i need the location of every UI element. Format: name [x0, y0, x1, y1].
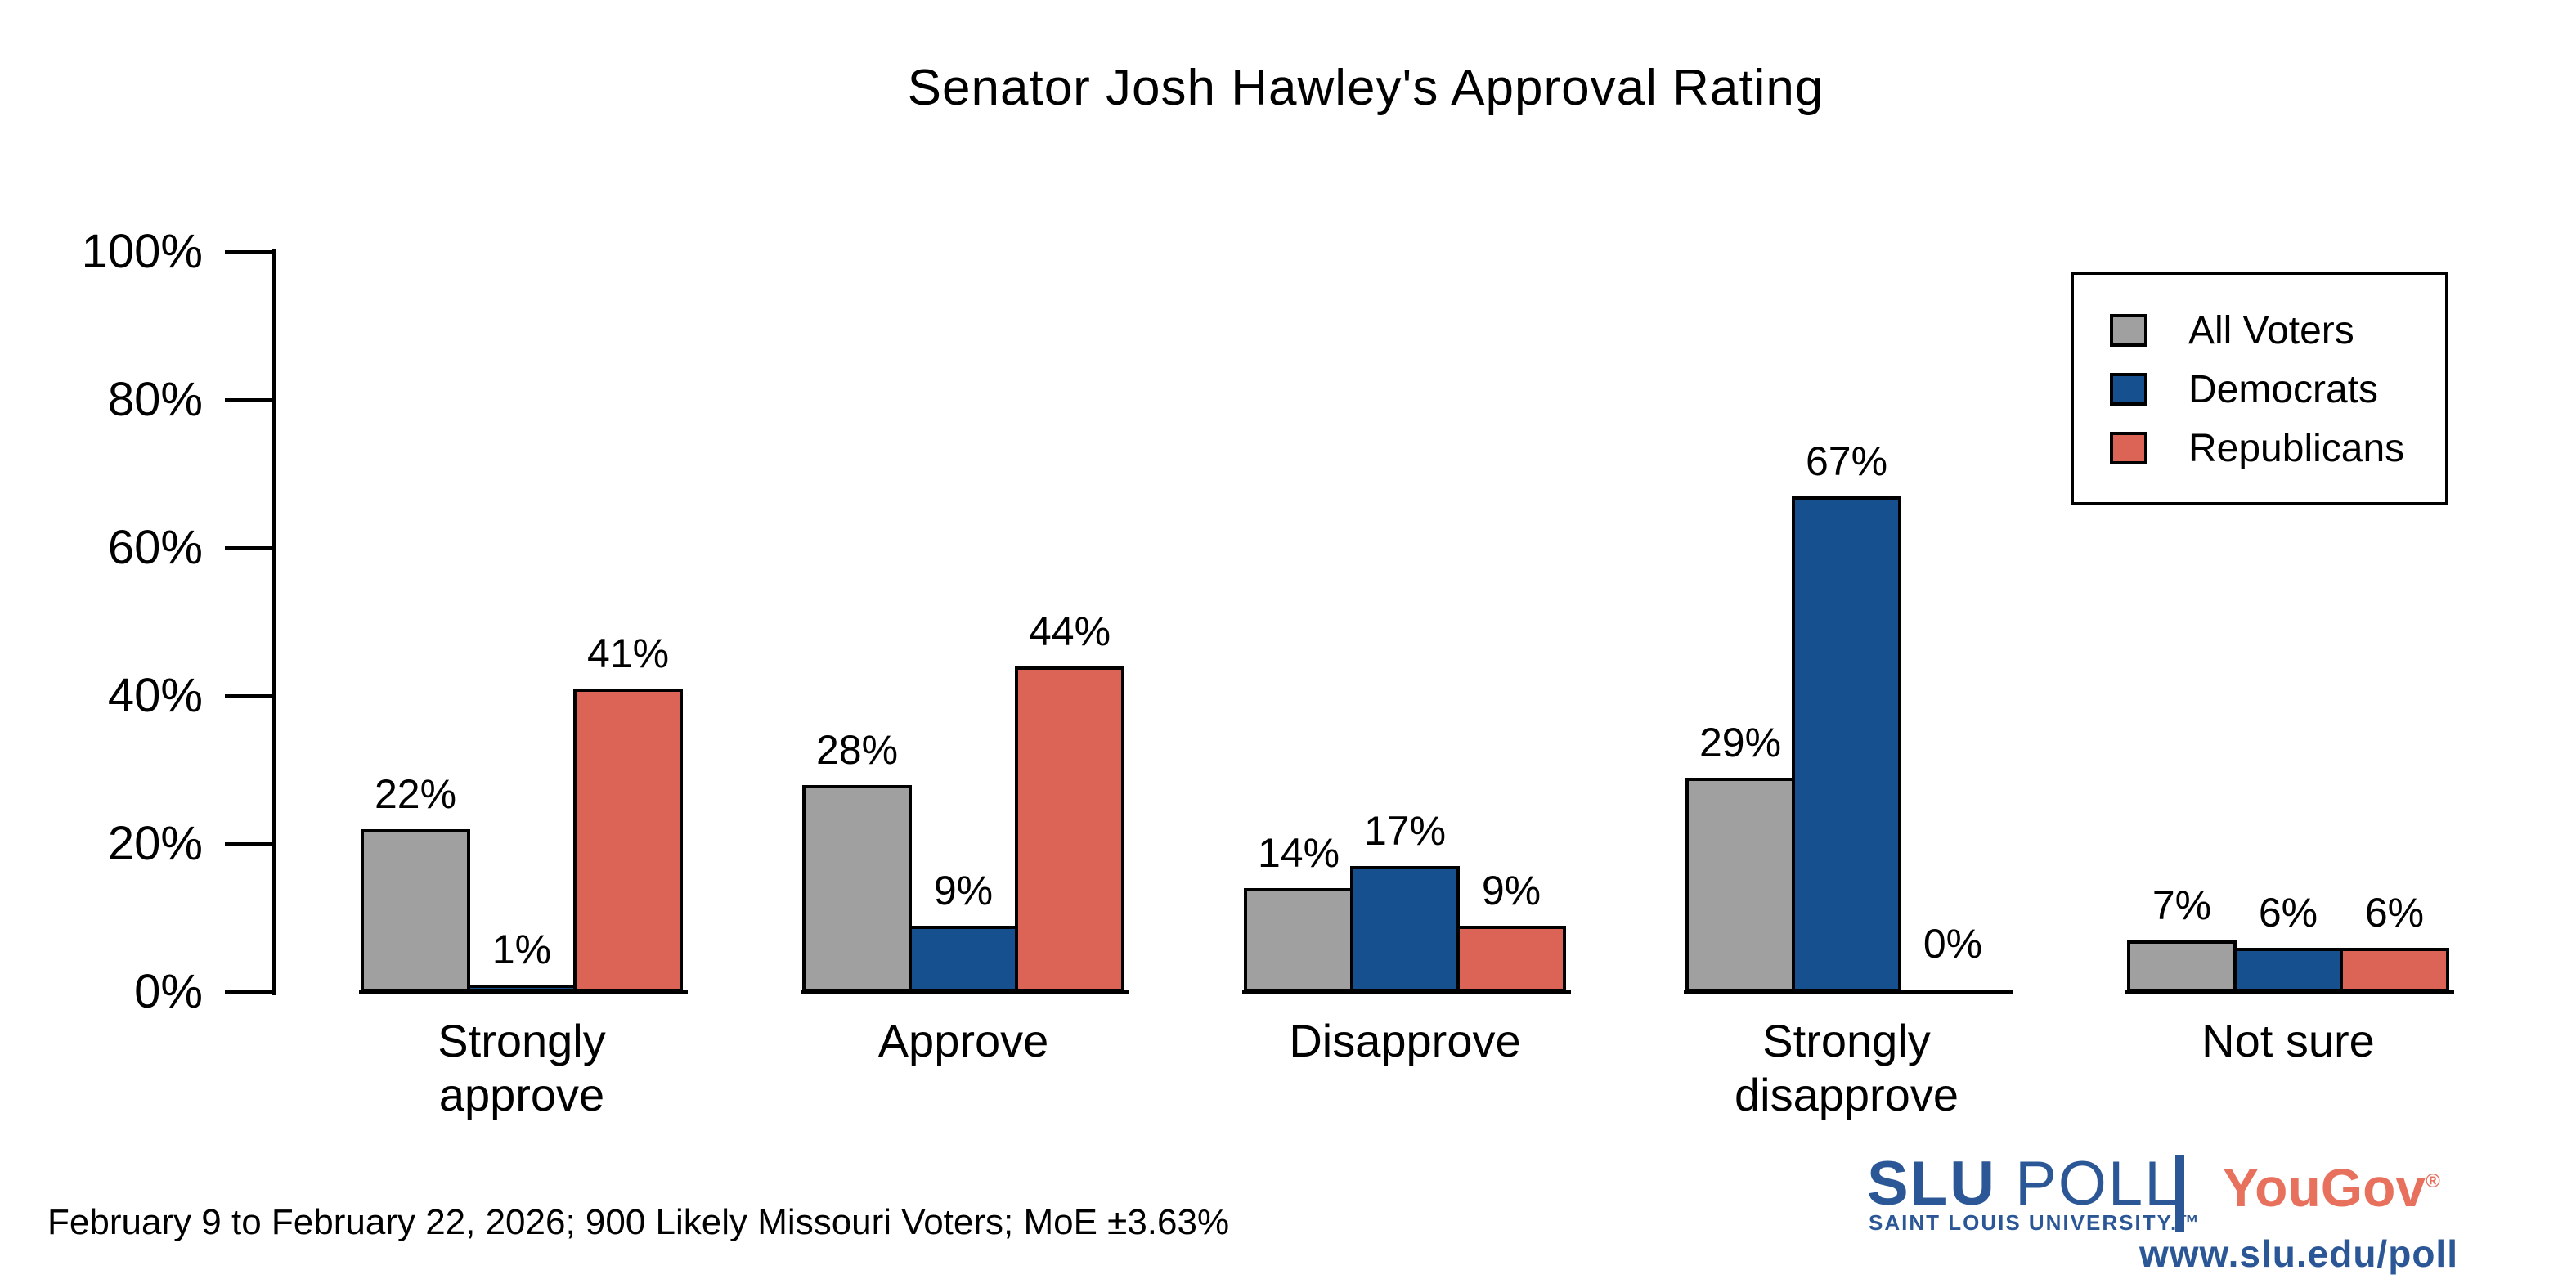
- y-tick: [225, 990, 276, 994]
- value-label-democrats-disapprove: 17%: [1363, 808, 1447, 855]
- bar-all-voters-approve: [802, 785, 912, 992]
- group-baseline: [801, 990, 1129, 994]
- category-label-approve: Approve: [877, 1015, 1049, 1066]
- yougov-logo: YouGov®: [2223, 1157, 2440, 1218]
- bar-democrats-approve: [909, 926, 1018, 992]
- bar-republicans-not-sure: [2340, 948, 2449, 992]
- y-tick-label: 20%: [107, 817, 203, 870]
- y-tick-label: 40%: [107, 669, 203, 722]
- bar-all-voters-not-sure: [2127, 940, 2237, 992]
- group-baseline: [1684, 990, 2013, 994]
- y-tick: [225, 398, 276, 402]
- category-label-strongly-disapprove: Strongly disapprove: [1735, 1015, 1959, 1120]
- y-tick: [225, 694, 276, 698]
- y-tick: [225, 842, 276, 846]
- bar-democrats-disapprove: [1350, 866, 1460, 992]
- value-label-democrats-strongly-approve: 1%: [491, 926, 552, 972]
- bar-all-voters-strongly-disapprove: [1685, 778, 1795, 992]
- value-label-all-voters-strongly-disapprove: 29%: [1699, 719, 1782, 765]
- category-label-strongly-approve: Strongly approve: [438, 1015, 606, 1120]
- slu-logo-text: SLU: [1867, 1149, 1996, 1218]
- value-label-all-voters-strongly-approve: 22%: [374, 770, 457, 817]
- category-label-disapprove: Disapprove: [1289, 1015, 1521, 1066]
- legend-item-republicans: Republicans: [2074, 419, 2445, 478]
- group-baseline: [2125, 990, 2454, 994]
- logo-divider-bar: [2175, 1155, 2184, 1232]
- bar-all-voters-strongly-approve: [361, 829, 470, 992]
- bar-democrats-not-sure: [2233, 948, 2343, 992]
- y-tick-label: 60%: [107, 521, 203, 574]
- y-axis-line: [272, 249, 276, 995]
- value-label-republicans-approve: 44%: [1028, 608, 1111, 654]
- value-label-all-voters-approve: 28%: [815, 726, 899, 773]
- y-tick-label: 0%: [134, 965, 203, 1018]
- y-tick-label: 100%: [81, 225, 203, 278]
- legend-label: Democrats: [2188, 367, 2379, 411]
- registered-symbol: ®: [2426, 1170, 2440, 1192]
- bar-republicans-disapprove: [1456, 926, 1566, 992]
- legend-box: All Voters Democrats Republicans: [2071, 272, 2448, 505]
- methodology-note: February 9 to February 22, 2026; 900 Lik…: [47, 1202, 1230, 1242]
- bar-democrats-strongly-disapprove: [1792, 496, 1901, 992]
- poll-logo-text: POLL: [1996, 1149, 2181, 1218]
- bar-democrats-strongly-approve: [467, 985, 577, 992]
- value-label-democrats-strongly-disapprove: 67%: [1805, 438, 1888, 484]
- category-label-not-sure: Not sure: [2201, 1015, 2375, 1066]
- legend-swatch-republicans: [2110, 432, 2147, 464]
- value-label-republicans-strongly-approve: 41%: [586, 630, 670, 676]
- value-label-democrats-approve: 9%: [933, 867, 994, 913]
- bar-republicans-strongly-approve: [573, 689, 683, 992]
- bar-all-voters-disapprove: [1244, 888, 1353, 992]
- legend-swatch-all-voters: [2110, 314, 2147, 347]
- y-tick: [225, 546, 276, 550]
- value-label-republicans-strongly-disapprove: 0%: [1923, 921, 1983, 967]
- group-baseline: [359, 990, 688, 994]
- value-label-all-voters-disapprove: 14%: [1257, 830, 1340, 877]
- chart-title: Senator Josh Hawley's Approval Rating: [907, 60, 1824, 116]
- legend-item-all-voters: All Voters: [2074, 301, 2445, 360]
- value-label-republicans-not-sure: 6%: [2364, 889, 2425, 936]
- value-label-republicans-disapprove: 9%: [1481, 867, 1542, 913]
- bar-republicans-approve: [1015, 666, 1124, 992]
- value-label-democrats-not-sure: 6%: [2258, 889, 2318, 936]
- legend-swatch-democrats: [2110, 373, 2147, 406]
- slu-poll-url: www.slu.edu/poll: [2139, 1232, 2458, 1275]
- slu-poll-logo: SLU POLL: [1867, 1148, 2180, 1219]
- y-tick-label: 80%: [107, 373, 203, 426]
- legend-item-democrats: Democrats: [2074, 360, 2445, 419]
- legend-label: Republicans: [2188, 426, 2405, 470]
- y-tick: [225, 250, 276, 254]
- legend-label: All Voters: [2188, 308, 2354, 352]
- value-label-all-voters-not-sure: 7%: [2152, 882, 2212, 928]
- group-baseline: [1242, 990, 1571, 994]
